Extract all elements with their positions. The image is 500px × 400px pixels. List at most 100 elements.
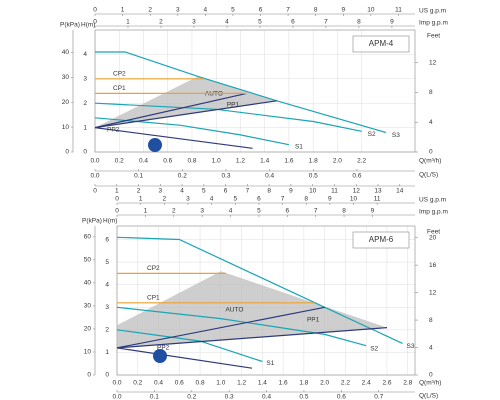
axis-tick-label: 0.1 [150, 394, 159, 400]
axis-tick-label: 0 [115, 208, 119, 215]
series-label: CP2 [113, 71, 126, 78]
chart-title: APM-4 [369, 39, 394, 48]
axis-label: Q(L/S) [419, 172, 438, 179]
y-tick-label: 3 [105, 304, 109, 311]
axis-tick-label: 0.4 [262, 394, 271, 400]
x-tick-label: 0.0 [112, 380, 121, 387]
y-tick-label: 1 [83, 124, 87, 131]
curve [116, 327, 388, 349]
axis-tick-label: 11 [331, 188, 338, 195]
series-label: AUTO [225, 307, 243, 314]
axis-tick-label: 3 [192, 19, 196, 26]
y-tick-label: 2 [83, 100, 87, 107]
series-label: CP2 [147, 265, 160, 272]
axis-tick-label: 2 [148, 7, 152, 14]
axis-tick-label: 5 [258, 19, 262, 26]
axis-tick-label: 0.2 [178, 173, 187, 180]
y-axis-label: H(m) [103, 218, 117, 225]
left-tick-label: 50 [84, 257, 92, 264]
area [95, 76, 277, 128]
axis-tick-label: 0.6 [352, 173, 361, 180]
axis-tick-label: 5 [257, 208, 261, 215]
axis-tick-label: 7 [286, 7, 290, 14]
x-tick-label: 1.2 [237, 380, 246, 387]
axis-tick-label: 6 [259, 7, 263, 14]
right-tick-label: 0 [429, 372, 433, 379]
axis-label: Q(L/S) [419, 393, 438, 400]
axis-tick-label: 11 [374, 196, 381, 203]
axis-tick-label: 3 [186, 196, 190, 203]
y-tick-label: 5 [105, 259, 109, 266]
right-tick-label: 12 [429, 289, 437, 296]
series-label: S3 [392, 132, 400, 139]
x-tick-label: 1.4 [258, 380, 267, 387]
axis-tick-label: 8 [304, 196, 308, 203]
axis-tick-label: 8 [342, 208, 346, 215]
left-tick-label: 60 [84, 234, 92, 241]
x-tick-label: 1.2 [236, 158, 245, 165]
curve [116, 306, 367, 347]
right-axis-label: Feet [427, 33, 440, 40]
axis-tick-label: 3 [176, 7, 180, 14]
y-tick-label: 4 [105, 281, 109, 288]
x-tick-label: 2.8 [403, 380, 412, 387]
axis-tick-label: 2 [172, 208, 176, 215]
axis-tick-label: 9 [328, 196, 332, 203]
axis-label: US g.p.m [419, 8, 446, 15]
y-tick-label: 3 [83, 76, 87, 83]
axis-tick-label: 10 [350, 196, 358, 203]
x-tick-label: 0.8 [196, 380, 205, 387]
axis-tick-label: 0.7 [374, 394, 383, 400]
title-box [352, 231, 410, 249]
x-tick-label: 2.0 [320, 380, 329, 387]
area [117, 271, 387, 348]
y-tick-label: 2 [105, 327, 109, 334]
right-tick-label: 0 [429, 149, 433, 156]
x-tick-label: 0.4 [139, 158, 148, 165]
left-tick-label: 10 [84, 349, 92, 356]
left-axis-label: P(kPa) [60, 22, 80, 29]
axis-tick-label: 8 [314, 7, 318, 14]
x-tick-label: 2.2 [357, 158, 366, 165]
series-label: PP2 [107, 126, 120, 133]
axis-tick-label: 6 [291, 19, 295, 26]
x-tick-label: 0.2 [115, 158, 124, 165]
curve [116, 306, 325, 349]
axis-tick-label: 0 [93, 19, 97, 26]
axis-tick-label: 0.5 [309, 173, 318, 180]
right-tick-label: 8 [429, 89, 433, 96]
plot-frame [116, 225, 416, 376]
axis-tick-label: 0.3 [225, 394, 234, 400]
title-box [352, 35, 410, 53]
axis-tick-label: 4 [204, 7, 208, 14]
pump-icon [148, 138, 167, 363]
x-tick-label: 0.0 [90, 158, 99, 165]
axis-tick-label: 0.0 [90, 173, 99, 180]
axis-tick-label: 1 [115, 188, 119, 195]
left-tick-label: 0 [87, 372, 91, 379]
axis-tick-label: 5 [231, 7, 235, 14]
right-axis-label: Feet [427, 229, 440, 236]
plot-frame [94, 29, 416, 153]
right-tick-label: 4 [429, 119, 433, 126]
left-tick-label: 40 [62, 49, 70, 56]
x-tick-label: 1.6 [284, 158, 293, 165]
left-tick-label: 30 [62, 74, 70, 81]
x-tick-label: 2.0 [333, 158, 342, 165]
x-tick-label: 0.6 [163, 158, 172, 165]
left-tick-label: 10 [62, 124, 70, 131]
axis-tick-label: 10 [309, 188, 317, 195]
left-tick-label: 20 [62, 99, 70, 106]
series-label: PP1 [307, 316, 320, 323]
axis-tick-label: 7 [246, 188, 250, 195]
x-tick-label: 1.0 [216, 380, 225, 387]
axis-tick-label: 5 [202, 188, 206, 195]
curve [116, 236, 403, 344]
curve [94, 102, 362, 132]
axis-tick-label: 0.1 [134, 173, 143, 180]
curve [94, 100, 277, 129]
left-axis-label: P(kPa) [82, 218, 102, 225]
series-label: PP1 [227, 101, 240, 108]
y-axis-label: H(m) [81, 22, 95, 29]
